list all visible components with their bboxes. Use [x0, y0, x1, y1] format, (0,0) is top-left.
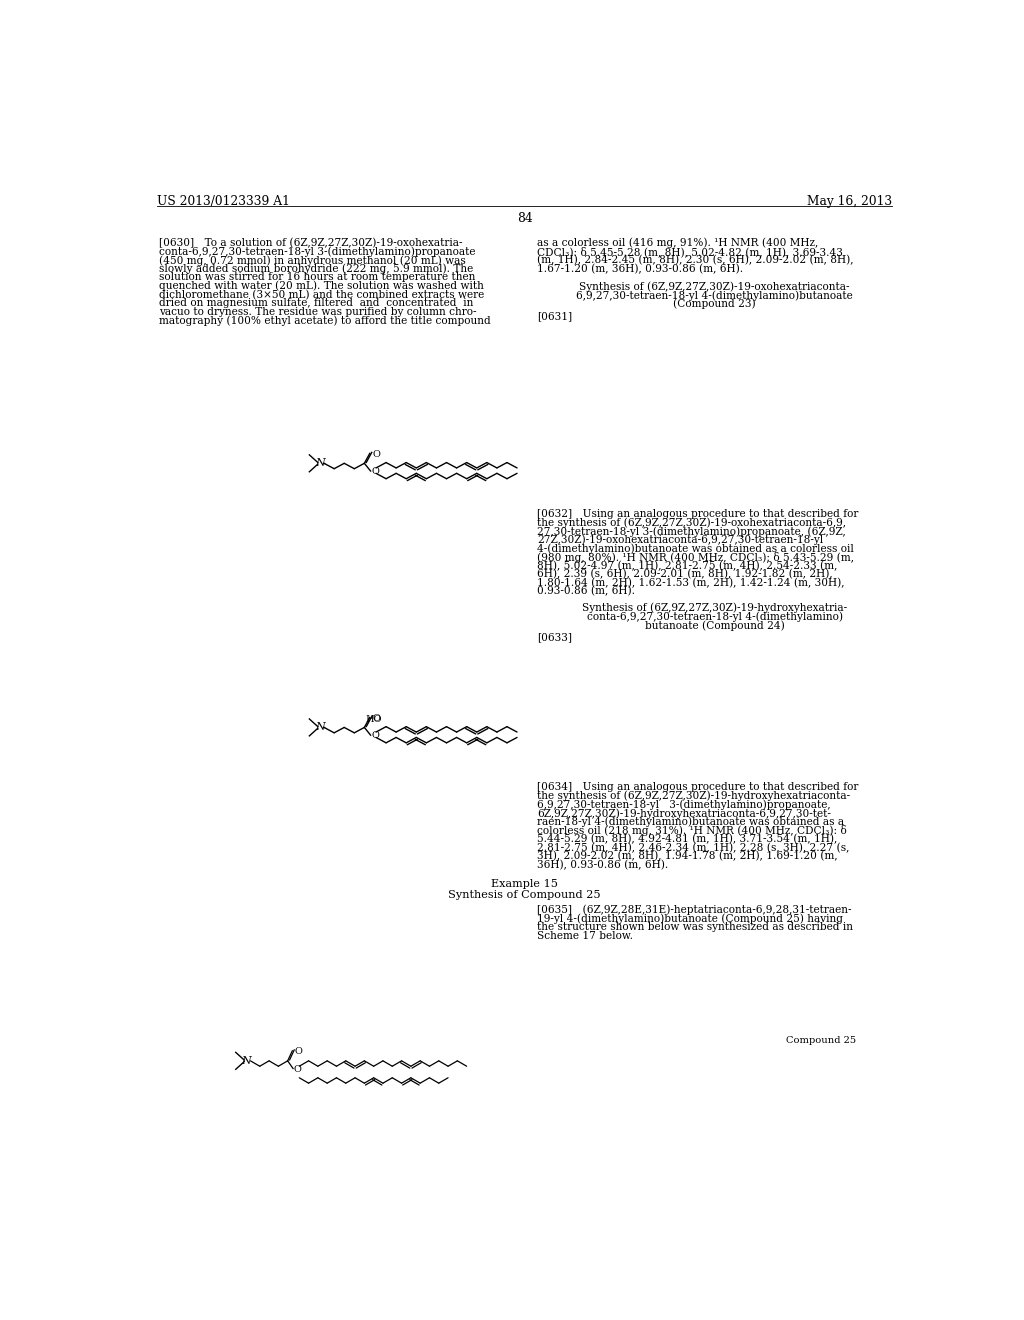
Text: [0632] Using an analogous procedure to that described for: [0632] Using an analogous procedure to t… [538, 508, 858, 519]
Text: O: O [372, 731, 379, 741]
Text: N: N [315, 458, 325, 469]
Text: Synthesis of Compound 25: Synthesis of Compound 25 [449, 890, 601, 900]
Text: colorless oil (218 mg, 31%). ¹H NMR (400 MHz, CDCl₃): δ: colorless oil (218 mg, 31%). ¹H NMR (400… [538, 825, 847, 837]
Text: [0630] To a solution of (6Z,9Z,27Z,30Z)-19-oxohexatria-: [0630] To a solution of (6Z,9Z,27Z,30Z)-… [159, 238, 463, 248]
Text: O: O [372, 467, 379, 477]
Text: [0634] Using an analogous procedure to that described for: [0634] Using an analogous procedure to t… [538, 781, 858, 792]
Text: butanoate (Compound 24): butanoate (Compound 24) [645, 620, 784, 631]
Text: 6,9,27,30-tetraen-18-yl 4-(dimethylamino)butanoate: 6,9,27,30-tetraen-18-yl 4-(dimethylamino… [577, 290, 853, 301]
Text: 8H), 5.02-4.97 (m, 1H), 2.81-2.75 (m, 4H), 2.54-2.33 (m,: 8H), 5.02-4.97 (m, 1H), 2.81-2.75 (m, 4H… [538, 561, 838, 570]
Text: O: O [372, 450, 380, 458]
Text: (Compound 23): (Compound 23) [674, 298, 756, 309]
Text: 3H), 2.09-2.02 (m, 8H), 1.94-1.78 (m, 2H), 1.69-1.20 (m,: 3H), 2.09-2.02 (m, 8H), 1.94-1.78 (m, 2H… [538, 851, 838, 862]
Text: the structure shown below was synthesized as described in: the structure shown below was synthesize… [538, 923, 853, 932]
Text: (450 mg, 0.72 mmol) in anhydrous methanol (20 mL) was: (450 mg, 0.72 mmol) in anhydrous methano… [159, 255, 466, 265]
Text: CDCl₃): δ 5.45-5.28 (m, 8H), 5.02-4.82 (m, 1H), 3.69-3.43: CDCl₃): δ 5.45-5.28 (m, 8H), 5.02-4.82 (… [538, 247, 843, 257]
Text: (m, 1H), 2.84-2.45 (m, 8H), 2.30 (s, 6H), 2.09-2.02 (m, 8H),: (m, 1H), 2.84-2.45 (m, 8H), 2.30 (s, 6H)… [538, 255, 854, 265]
Text: [0631]: [0631] [538, 312, 572, 321]
Text: 6,9,27,30-tetraen-18-yl   3-(dimethylamino)propanoate,: 6,9,27,30-tetraen-18-yl 3-(dimethylamino… [538, 800, 830, 810]
Text: O: O [372, 714, 380, 722]
Text: 19-yl 4-(dimethylamino)butanoate (Compound 25) having: 19-yl 4-(dimethylamino)butanoate (Compou… [538, 913, 843, 924]
Text: 5.44-5.29 (m, 8H), 4.92-4.81 (m, 1H), 3.71-3.54 (m, 1H),: 5.44-5.29 (m, 8H), 4.92-4.81 (m, 1H), 3.… [538, 834, 838, 845]
Text: quenched with water (20 mL). The solution was washed with: quenched with water (20 mL). The solutio… [159, 281, 484, 292]
Text: N: N [315, 722, 325, 733]
Text: [0635] (6Z,9Z,28E,31E)-heptatriaconta-6,9,28,31-tetraen-: [0635] (6Z,9Z,28E,31E)-heptatriaconta-6,… [538, 904, 852, 915]
Text: 27,30-tetraen-18-yl 3-(dimethylamino)propanoate, (6Z,9Z,: 27,30-tetraen-18-yl 3-(dimethylamino)pro… [538, 525, 846, 536]
Text: the synthesis of (6Z,9Z,27Z,30Z)-19-oxohexatriaconta-6,9,: the synthesis of (6Z,9Z,27Z,30Z)-19-oxoh… [538, 517, 846, 528]
Text: 1.67-1.20 (m, 36H), 0.93-0.86 (m, 6H).: 1.67-1.20 (m, 36H), 0.93-0.86 (m, 6H). [538, 264, 743, 275]
Text: 6Z,9Z,27Z,30Z)-19-hydroxyhexatriaconta-6,9,27,30-tet-: 6Z,9Z,27Z,30Z)-19-hydroxyhexatriaconta-6… [538, 808, 831, 818]
Text: O: O [295, 1047, 302, 1056]
Text: matography (100% ethyl acetate) to afford the title compound: matography (100% ethyl acetate) to affor… [159, 315, 490, 326]
Text: 0.93-0.86 (m, 6H).: 0.93-0.86 (m, 6H). [538, 586, 635, 597]
Text: 1.80-1.64 (m, 2H), 1.62-1.53 (m, 2H), 1.42-1.24 (m, 30H),: 1.80-1.64 (m, 2H), 1.62-1.53 (m, 2H), 1.… [538, 578, 845, 589]
Text: US 2013/0123339 A1: US 2013/0123339 A1 [158, 195, 291, 209]
Text: dichloromethane (3×50 mL) and the combined extracts were: dichloromethane (3×50 mL) and the combin… [159, 289, 484, 300]
Text: Scheme 17 below.: Scheme 17 below. [538, 931, 633, 941]
Text: N: N [242, 1056, 252, 1065]
Text: [0633]: [0633] [538, 632, 572, 643]
Text: Synthesis of (6Z,9Z,27Z,30Z)-19-hydroxyhexatria-: Synthesis of (6Z,9Z,27Z,30Z)-19-hydroxyh… [582, 603, 847, 614]
Text: solution was stirred for 16 hours at room temperature then: solution was stirred for 16 hours at roo… [159, 272, 475, 282]
Text: O: O [294, 1065, 302, 1073]
Text: vacuo to dryness. The residue was purified by column chro-: vacuo to dryness. The residue was purifi… [159, 306, 476, 317]
Text: 4-(dimethylamino)butanoate was obtained as a colorless oil: 4-(dimethylamino)butanoate was obtained … [538, 544, 854, 554]
Text: 27Z,30Z)-19-oxohexatriaconta-6,9,27,30-tetraen-18-yl: 27Z,30Z)-19-oxohexatriaconta-6,9,27,30-t… [538, 535, 823, 545]
Text: conta-6,9,27,30-tetraen-18-yl 3-(dimethylamino)propanoate: conta-6,9,27,30-tetraen-18-yl 3-(dimethy… [159, 247, 475, 257]
Text: the synthesis of (6Z,9Z,27Z,30Z)-19-hydroxyhexatriaconta-: the synthesis of (6Z,9Z,27Z,30Z)-19-hydr… [538, 791, 850, 801]
Text: 2.81-2.75 (m, 4H), 2.46-2.34 (m, 1H), 2.28 (s, 3H), 2.27 (s,: 2.81-2.75 (m, 4H), 2.46-2.34 (m, 1H), 2.… [538, 842, 850, 853]
Text: Example 15: Example 15 [492, 879, 558, 890]
Text: Compound 25: Compound 25 [786, 1036, 856, 1045]
Text: May 16, 2013: May 16, 2013 [807, 195, 892, 209]
Text: HO: HO [366, 715, 382, 725]
Text: dried on magnesium sulfate, filtered  and  concentrated  in: dried on magnesium sulfate, filtered and… [159, 298, 473, 308]
Text: as a colorless oil (416 mg, 91%). ¹H NMR (400 MHz,: as a colorless oil (416 mg, 91%). ¹H NMR… [538, 238, 818, 248]
Text: 84: 84 [517, 213, 532, 226]
Text: raen-18-yl 4-(dimethylamino)butanoate was obtained as a: raen-18-yl 4-(dimethylamino)butanoate wa… [538, 817, 845, 828]
Text: 36H), 0.93-0.86 (m, 6H).: 36H), 0.93-0.86 (m, 6H). [538, 859, 669, 870]
Text: (980 mg, 80%). ¹H NMR (400 MHz, CDCl₃): δ 5.43-5.29 (m,: (980 mg, 80%). ¹H NMR (400 MHz, CDCl₃): … [538, 552, 854, 562]
Text: Synthesis of (6Z,9Z,27Z,30Z)-19-oxohexatriaconta-: Synthesis of (6Z,9Z,27Z,30Z)-19-oxohexat… [580, 281, 850, 292]
Text: conta-6,9,27,30-tetraen-18-yl 4-(dimethylamino): conta-6,9,27,30-tetraen-18-yl 4-(dimethy… [587, 611, 843, 622]
Text: 6H), 2.39 (s, 6H), 2.09-2.01 (m, 8H), 1.92-1.82 (m, 2H),: 6H), 2.39 (s, 6H), 2.09-2.01 (m, 8H), 1.… [538, 569, 833, 579]
Text: slowly added sodium borohydride (222 mg, 5.9 mmol). The: slowly added sodium borohydride (222 mg,… [159, 264, 473, 275]
